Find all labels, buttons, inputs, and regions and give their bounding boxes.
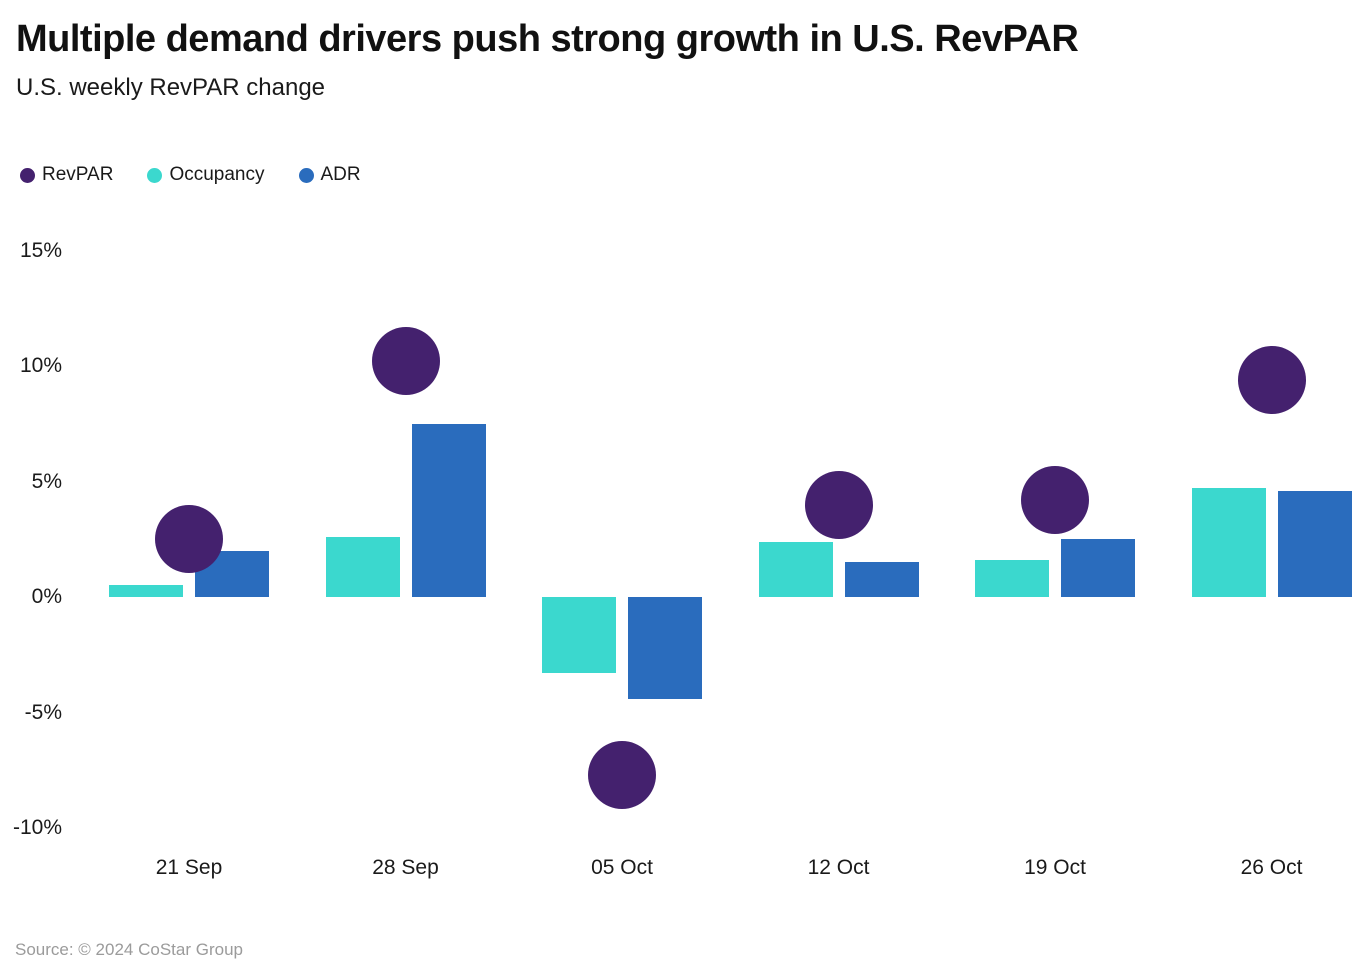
occupancy-bar bbox=[758, 541, 833, 597]
x-axis-category-label: 21 Sep bbox=[155, 856, 223, 879]
legend-label-adr: ADR bbox=[320, 164, 361, 185]
adr-bar bbox=[844, 562, 919, 597]
adr-bar bbox=[1061, 539, 1135, 597]
adr-bar bbox=[411, 423, 486, 597]
y-axis-tick-label: -10% bbox=[12, 816, 62, 839]
x-axis-category-label: 19 Oct bbox=[1024, 856, 1086, 879]
adr-dot-icon bbox=[298, 167, 314, 183]
adr-bar bbox=[628, 597, 702, 699]
occupancy-bar bbox=[1191, 488, 1266, 597]
legend-item-revpar: RevPAR bbox=[20, 164, 113, 186]
revpar-dot-icon bbox=[20, 167, 35, 183]
revpar-marker bbox=[1021, 465, 1089, 534]
occupancy-dot-icon bbox=[147, 167, 163, 183]
revpar-marker bbox=[155, 505, 223, 574]
chart-subtitle: U.S. weekly RevPAR change bbox=[16, 74, 326, 101]
y-axis-tick-label: 10% bbox=[19, 354, 62, 377]
legend-item-adr: ADR bbox=[298, 164, 361, 186]
occupancy-bar bbox=[109, 585, 183, 597]
x-axis-category-label: 12 Oct bbox=[807, 856, 870, 879]
chart-legend: RevPAR Occupancy ADR bbox=[20, 164, 361, 186]
occupancy-bar bbox=[542, 597, 616, 674]
occupancy-bar bbox=[325, 536, 400, 597]
source-attribution: Source: © 2024 CoStar Group bbox=[15, 940, 243, 959]
chart-title: Multiple demand drivers push strong grow… bbox=[16, 18, 1079, 60]
x-axis-category-label: 05 Oct bbox=[591, 856, 653, 879]
revpar-marker bbox=[588, 740, 656, 809]
adr-bar bbox=[1277, 490, 1352, 597]
y-axis-tick-label: 15% bbox=[19, 238, 62, 262]
x-axis-category-label: 28 Sep bbox=[372, 856, 439, 879]
x-axis-category-label: 26 Oct bbox=[1240, 856, 1303, 879]
legend-label-occupancy: Occupancy bbox=[169, 164, 265, 185]
revpar-marker bbox=[1237, 345, 1306, 414]
legend-label-revpar: RevPAR bbox=[42, 164, 114, 185]
y-axis-tick-label: 0% bbox=[31, 585, 62, 608]
revpar-marker bbox=[371, 327, 440, 396]
y-axis-tick-label: 5% bbox=[31, 469, 62, 493]
occupancy-bar bbox=[975, 560, 1049, 597]
legend-item-occupancy: Occupancy bbox=[147, 164, 265, 186]
y-axis-tick-label: -5% bbox=[24, 700, 62, 724]
revpar-marker bbox=[804, 470, 873, 539]
